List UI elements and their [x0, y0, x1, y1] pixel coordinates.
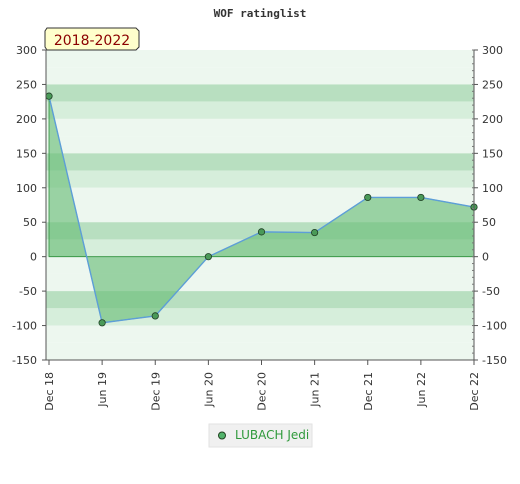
y-tick-label-right: 250: [482, 78, 503, 91]
data-point: [257, 228, 266, 236]
x-tick-label: Dec 20: [256, 372, 269, 411]
legend-label: LUBACH Jedi: [235, 428, 309, 442]
y-tick-label-left: -50: [19, 285, 37, 298]
x-tick-label: Dec 22: [468, 372, 481, 411]
background-band: [46, 170, 474, 188]
background-band: [46, 153, 474, 171]
background-band: [46, 136, 474, 154]
y-tick-label-right: 300: [482, 44, 503, 57]
x-tick-label: Jun 19: [96, 372, 109, 408]
x-tick-label: Jun 20: [202, 372, 215, 408]
y-axis-left: 300 250 200 150 100 50 0 -50 -100 -150: [12, 44, 47, 367]
y-tick-label-left: 200: [16, 113, 37, 126]
period-badge-shape: [44, 27, 140, 51]
period-badge-label: 2018-2022: [54, 33, 130, 49]
y-tick-label-right: 50: [482, 216, 496, 229]
y-tick-label-left: -150: [12, 354, 37, 367]
background-band: [46, 118, 474, 137]
chart-title: WOF ratinglist: [214, 7, 307, 20]
data-point: [311, 228, 319, 237]
y-tick-label-left: 0: [30, 251, 37, 264]
background-band: [46, 50, 474, 68]
period-badge: 2018-2022: [44, 27, 140, 51]
y-tick-label-right: -150: [482, 354, 507, 367]
y-tick-label-left: 300: [16, 44, 37, 57]
data-point: [204, 253, 212, 261]
x-tick-label: Jun 21: [309, 372, 322, 408]
background-band: [46, 101, 474, 119]
data-point: [417, 193, 425, 202]
x-tick-label: Jun 22: [415, 372, 428, 408]
y-tick-label-right: 150: [482, 147, 503, 160]
background-band: [46, 84, 474, 102]
legend-box: [208, 423, 313, 448]
data-point: [98, 319, 106, 327]
y-tick-label-left: -100: [12, 320, 37, 333]
x-tick-label: Dec 19: [149, 372, 162, 411]
y-tick-label-right: 200: [482, 113, 503, 126]
y-tick-label-right: 0: [482, 251, 489, 264]
x-tick-label: Dec 21: [362, 372, 375, 411]
legend: LUBACH Jedi: [208, 423, 313, 448]
y-tick-label-left: 100: [16, 182, 37, 195]
data-point: [364, 193, 372, 202]
data-point: [45, 92, 53, 100]
x-tick-label: Dec 18: [43, 372, 56, 411]
legend-marker-icon: [218, 431, 226, 440]
y-tick-label-left: 250: [16, 78, 37, 91]
y-tick-label-left: 50: [23, 216, 37, 229]
y-tick-label-right: -100: [482, 320, 507, 333]
background-band: [46, 325, 474, 343]
x-axis: Dec 18 Jun 19 Dec 19 Jun 20 Dec 20 Jun 21 Dec …: [43, 359, 481, 411]
background-band: [46, 342, 474, 360]
y-tick-label-left: 150: [16, 147, 37, 160]
y-tick-label-right: -50: [482, 285, 500, 298]
background-band: [46, 67, 474, 85]
data-points: [45, 92, 478, 327]
y-axis-right: 300 250 200 150 100 50 0 -50 -100 -150: [472, 44, 507, 367]
y-tick-label-right: 100: [482, 182, 503, 195]
data-point: [151, 312, 159, 320]
